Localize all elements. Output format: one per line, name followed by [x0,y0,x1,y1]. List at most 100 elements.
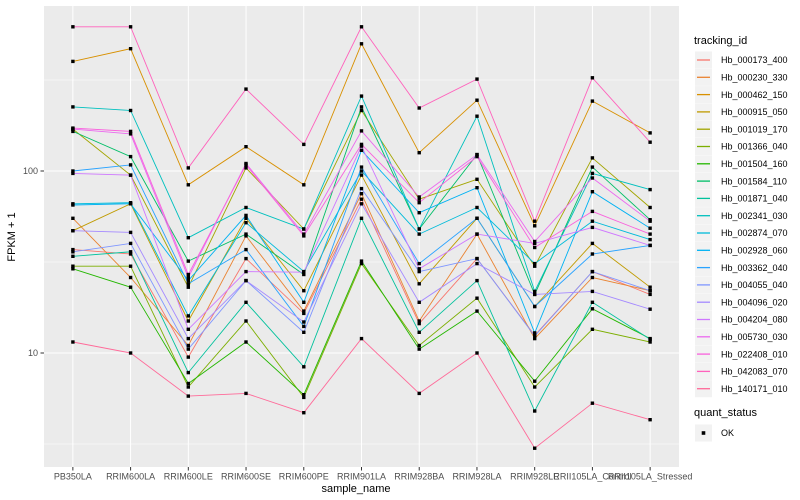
legend-label: Hb_004204_080 [721,315,788,325]
data-point [244,205,248,210]
data-point [533,245,537,250]
x-tick-label: RRIM928LE [510,472,559,482]
data-point [648,418,652,422]
x-tick-label: PB350LA [54,472,92,482]
data-point [186,259,190,263]
data-point [244,278,248,283]
data-point [359,259,364,263]
legend-item-Hb_042083_070: Hb_042083_070 [695,362,788,380]
data-point [186,370,190,375]
data-point [71,105,75,109]
legend-item-Hb_002928_060: Hb_002928_060 [695,241,788,259]
data-point [128,230,133,235]
data-point [648,337,652,341]
data-point [417,261,421,266]
data-point [244,216,248,220]
data-point [71,59,75,64]
data-point [128,154,133,159]
data-point [475,256,479,261]
data-point [359,186,364,191]
data-point [186,166,190,170]
data-point [244,145,248,149]
legend-item-Hb_003362_040: Hb_003362_040 [695,259,788,277]
data-point [244,232,248,236]
legend-item-Hb_001019_170: Hb_001019_170 [695,120,788,138]
data-point [244,256,248,261]
data-point [186,347,190,351]
data-point [417,321,421,326]
x-tick-label: RRIM600LE [164,472,213,482]
legend-label: Hb_003362_040 [721,263,788,273]
data-point [71,267,75,271]
data-point [648,140,652,144]
data-point [186,319,190,323]
data-point [359,142,364,147]
data-point [71,340,75,344]
data-point [475,154,479,159]
y-axis: 100 10 [23,166,44,358]
data-point [302,289,306,293]
x-tick-label: RRIM901LA [337,472,386,482]
legend-label-ok: OK [721,428,734,438]
data-points [71,25,652,450]
legend-item-Hb_004204_080: Hb_004204_080 [695,311,788,328]
data-point [475,261,479,266]
data-point [475,186,479,190]
data-point [302,142,306,147]
data-point [128,47,133,51]
data-point [648,340,652,344]
legend-item-Hb_002341_030: Hb_002341_030 [695,207,788,225]
data-point [359,165,364,169]
legend-item-Hb_022408_010: Hb_022408_010 [695,345,788,363]
data-point [648,307,652,311]
data-point [186,285,190,289]
data-point [359,94,364,98]
data-point [128,163,133,167]
data-point [533,219,537,223]
legend-label: Hb_022408_010 [721,349,788,359]
ok-point-swatch [701,431,706,435]
data-point [302,270,306,274]
data-point [128,108,133,113]
legend-title-quant-status: quant_status [694,407,757,419]
data-point [244,340,248,344]
data-point [417,201,421,205]
data-point [533,446,537,450]
data-point [71,129,75,134]
data-point [648,243,652,248]
legend-label: Hb_001871_040 [721,194,788,204]
data-point [533,261,537,266]
data-point [359,148,364,152]
data-point [244,163,248,167]
legend-item-Hb_004055_040: Hb_004055_040 [695,276,788,294]
data-point [186,336,190,341]
legend-item-Hb_140171_010: Hb_140171_010 [695,380,788,398]
data-point [648,226,652,230]
data-point [244,166,248,170]
data-point [186,275,190,280]
data-point [648,232,652,236]
legend-item-Hb_001366_040: Hb_001366_040 [695,138,788,155]
data-point [533,379,537,383]
data-point [71,169,75,173]
data-point [359,169,364,173]
legend-item-Hb_001584_110: Hb_001584_110 [695,172,787,190]
data-point [590,275,595,280]
y-axis-title: FPKM + 1 [6,212,18,261]
data-point [302,330,306,334]
data-point [71,264,75,268]
legend-item-Hb_000915_050: Hb_000915_050 [695,103,788,121]
data-point [417,227,421,231]
data-point [244,213,248,218]
data-point [186,343,190,348]
data-point [359,108,364,113]
legend-label: Hb_000230_330 [721,73,788,83]
data-point [186,314,190,318]
legend-label: Hb_000462_150 [721,90,788,100]
data-point [71,254,75,258]
data-point [71,126,75,130]
data-point [359,336,364,341]
data-point [648,205,652,210]
data-point [417,211,421,215]
legend-label: Hb_002928_060 [721,246,788,256]
